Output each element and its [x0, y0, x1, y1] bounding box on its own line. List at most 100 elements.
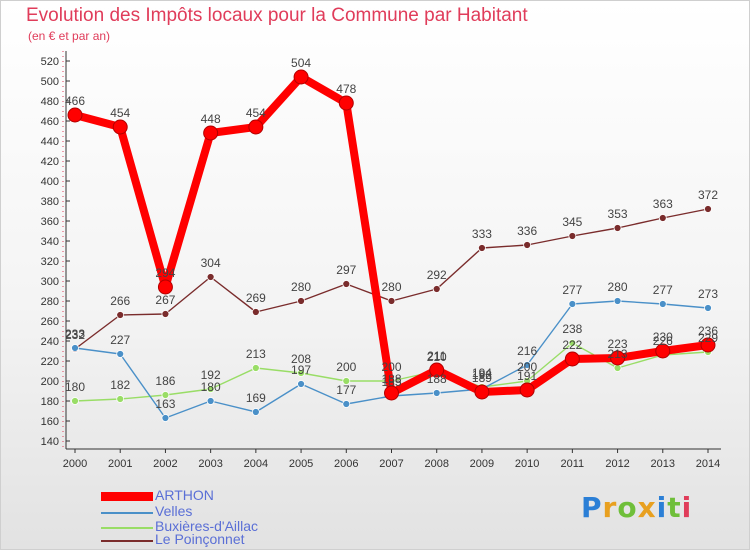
data-label: 336 [517, 224, 537, 238]
legend-label: Le Poinçonnet [155, 531, 245, 547]
data-point [342, 377, 351, 385]
y-tick-label: 140 [41, 436, 59, 448]
x-tick-label: 2010 [515, 458, 539, 470]
data-label: 233 [65, 327, 85, 341]
data-label: 466 [65, 94, 85, 108]
data-label: 163 [155, 397, 175, 411]
data-label: 222 [562, 338, 582, 352]
data-label: 200 [336, 360, 356, 374]
data-point [112, 119, 128, 135]
data-point [432, 389, 441, 397]
data-point [71, 344, 79, 352]
data-point [613, 364, 622, 372]
data-point [658, 300, 667, 308]
logo-letter: r [602, 491, 618, 524]
y-tick-label: 420 [41, 156, 59, 168]
y-tick-label: 280 [41, 296, 59, 308]
y-tick-label: 200 [41, 376, 59, 388]
proxiti-logo: Proxiti [581, 491, 692, 524]
legend-label: ARTHON [155, 487, 214, 503]
x-tick-label: 2004 [244, 458, 268, 470]
data-point [251, 408, 260, 416]
data-label: 230 [653, 330, 673, 344]
y-tick-label: 380 [41, 196, 59, 208]
y-tick-label: 220 [41, 356, 59, 368]
data-label: 227 [110, 333, 130, 347]
data-point [658, 214, 667, 222]
x-tick-label: 2001 [108, 458, 132, 470]
y-tick-label: 520 [41, 56, 59, 68]
data-label: 363 [653, 197, 673, 211]
data-label: 277 [653, 283, 673, 297]
data-point [297, 369, 305, 377]
data-label: 345 [562, 215, 582, 229]
data-point [297, 297, 305, 305]
data-label: 238 [562, 322, 582, 336]
y-tick-label: 400 [41, 176, 59, 188]
data-label: 169 [246, 391, 266, 405]
data-label: 294 [155, 266, 175, 280]
y-tick-label: 180 [41, 396, 59, 408]
data-point [610, 350, 626, 366]
y-tick-label: 480 [41, 96, 59, 108]
data-label: 267 [155, 293, 175, 307]
data-label: 280 [381, 280, 401, 294]
data-label: 504 [291, 56, 311, 70]
x-tick-label: 2006 [334, 458, 358, 470]
y-tick-label: 500 [41, 76, 59, 88]
data-point [206, 385, 215, 393]
legend-swatch [101, 527, 153, 529]
data-label: 177 [336, 383, 356, 397]
logo-letter: i [681, 491, 693, 524]
x-tick-label: 2014 [696, 458, 720, 470]
data-point [338, 95, 354, 111]
data-label: 223 [608, 337, 628, 351]
data-label: 208 [291, 352, 311, 366]
legend-swatch [101, 492, 153, 501]
y-tick-label: 360 [41, 216, 59, 228]
data-label: 200 [381, 360, 401, 374]
x-tick-label: 2008 [424, 458, 448, 470]
data-point [206, 273, 215, 281]
data-label: 211 [427, 349, 446, 363]
logo-letter: t [667, 491, 682, 524]
data-label: 188 [381, 372, 401, 386]
data-label: 180 [65, 380, 85, 394]
data-point [297, 380, 305, 388]
data-point [203, 125, 219, 141]
legend-swatch [101, 512, 153, 514]
x-tick-label: 2009 [470, 458, 494, 470]
data-label: 448 [201, 112, 221, 126]
data-point [116, 311, 125, 319]
data-point [161, 414, 170, 422]
data-point [251, 308, 260, 316]
y-tick-label: 160 [41, 416, 59, 428]
data-point [523, 241, 532, 249]
data-label: 192 [201, 368, 221, 382]
data-point [161, 391, 170, 399]
data-label: 280 [291, 280, 311, 294]
y-tick-label: 460 [41, 116, 59, 128]
data-point [474, 384, 490, 400]
data-label: 372 [698, 188, 718, 202]
y-tick-label: 300 [41, 276, 59, 288]
data-label: 277 [562, 283, 582, 297]
data-point [429, 362, 445, 378]
data-label: 200 [517, 360, 537, 374]
x-tick-label: 2007 [379, 458, 403, 470]
data-label: 213 [608, 347, 628, 361]
data-label: 229 [698, 331, 718, 345]
data-label: 194 [472, 366, 492, 380]
data-label: 192 [472, 368, 492, 382]
data-label: 297 [336, 263, 356, 277]
data-label: 197 [291, 363, 311, 377]
data-label: 189 [472, 371, 492, 385]
data-point [157, 279, 173, 295]
x-tick-label: 2013 [651, 458, 675, 470]
data-point [478, 244, 486, 252]
data-label: 191 [517, 369, 537, 383]
x-tick-label: 2000 [63, 458, 87, 470]
data-point [704, 205, 712, 213]
y-tick-label: 440 [41, 136, 59, 148]
